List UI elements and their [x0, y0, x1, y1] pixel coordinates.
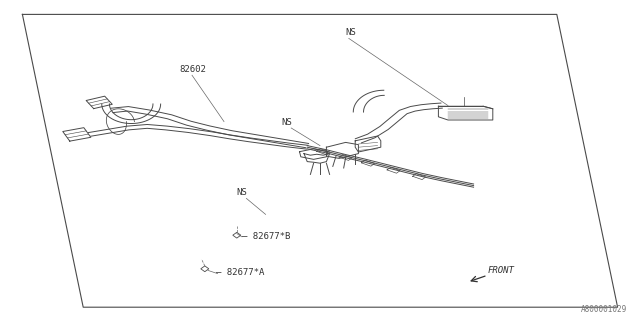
Text: NS: NS [282, 118, 292, 127]
Text: 82602: 82602 [179, 65, 206, 74]
Text: NS: NS [237, 188, 248, 197]
Text: FRONT: FRONT [488, 266, 515, 275]
Text: ― 82677*B: ― 82677*B [242, 232, 291, 241]
Text: ― 82677*A: ― 82677*A [216, 268, 265, 277]
Text: A800001029: A800001029 [581, 305, 627, 314]
Text: NS: NS [346, 28, 356, 37]
